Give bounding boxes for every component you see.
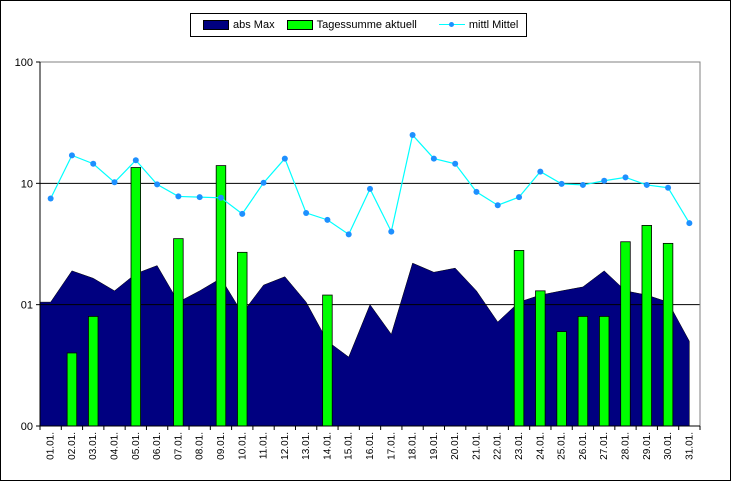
- bar-27.01.: [599, 316, 610, 427]
- x-tick-label-22.01.: 22.01.: [493, 432, 504, 460]
- x-tick-label-13.01.: 13.01.: [301, 432, 312, 460]
- legend-label-abs-max: abs Max: [233, 19, 275, 31]
- point-09.01.: [217, 194, 224, 201]
- point-27.01.: [601, 177, 608, 184]
- x-tick-label-19.01.: 19.01.: [429, 432, 440, 460]
- x-tick-label-05.01.: 05.01.: [131, 432, 142, 460]
- plot-area: 00 01 10 100 01.01. 02.01. 03.01. 04.01. 05.01. 0…: [15, 57, 701, 460]
- point-04.01.: [111, 179, 118, 186]
- point-14.01.: [324, 216, 331, 223]
- point-24.01.: [537, 168, 544, 175]
- point-16.01.: [367, 185, 373, 192]
- bar-24.01.: [535, 290, 546, 427]
- legend-swatch-bar: [286, 20, 313, 30]
- x-tick-label-28.01.: 28.01.: [620, 432, 631, 460]
- bar-26.01.: [577, 316, 589, 427]
- legend-item-abs-max: abs Max: [203, 19, 275, 31]
- bar-10.01.: [237, 251, 248, 427]
- point-10.01.: [239, 210, 246, 217]
- x-tick-label-29.01.: 29.01.: [642, 432, 653, 460]
- point-08.01.: [196, 194, 203, 201]
- x-tick-label-10.01.: 10.01.: [237, 432, 248, 460]
- x-tick-label-23.01.: 23.01.: [514, 432, 525, 460]
- point-06.01.: [154, 181, 161, 188]
- point-22.01.: [494, 202, 501, 209]
- x-tick-label-26.01.: 26.01.: [578, 432, 589, 460]
- x-tick-label-15.01.: 15.01.: [344, 432, 355, 460]
- x-tick-label-04.01.: 04.01.: [110, 432, 121, 460]
- bar-03.01.: [88, 316, 99, 427]
- bar-14.01.: [322, 294, 333, 427]
- point-18.01.: [409, 132, 416, 139]
- x-tick-label-18.01.: 18.01.: [408, 432, 419, 460]
- x-tick-label-30.01.: 30.01.: [663, 432, 674, 460]
- bar-09.01.: [215, 165, 227, 427]
- bar-30.01.: [662, 242, 674, 427]
- bar-05.01.: [130, 167, 141, 427]
- bar-25.01.: [556, 331, 567, 427]
- x-tick-label-12.01.: 12.01.: [280, 432, 291, 460]
- legend-label-mittl-mittel: mittl Mittel: [468, 19, 519, 31]
- point-31.01.: [686, 220, 693, 227]
- x-tick-label-14.01.: 14.01.: [322, 432, 333, 460]
- y-tick-label-3: 100: [15, 57, 33, 69]
- point-28.01.: [622, 174, 629, 181]
- legend-item-mittl-mittel: mittl Mittel: [438, 19, 519, 31]
- point-12.01.: [281, 155, 288, 162]
- point-26.01.: [579, 181, 586, 188]
- bar-02.01.: [66, 352, 78, 427]
- x-tick-label-24.01.: 24.01.: [535, 432, 546, 460]
- legend-item-tagessumme: Tagessumme aktuell: [286, 19, 417, 31]
- point-17.01.: [388, 228, 395, 235]
- x-tick-label-25.01.: 25.01.: [557, 432, 568, 460]
- bar-23.01.: [513, 250, 525, 427]
- x-tick-label-09.01.: 09.01.: [216, 432, 227, 460]
- bar-07.01.: [173, 238, 184, 427]
- bar-28.01.: [620, 241, 631, 427]
- x-tick-label-08.01.: 08.01.: [195, 432, 206, 460]
- point-07.01.: [175, 193, 182, 200]
- point-21.01.: [473, 188, 480, 195]
- point-01.01.: [47, 195, 54, 202]
- x-tick-label-17.01.: 17.01.: [386, 432, 397, 460]
- point-13.01.: [303, 209, 310, 216]
- point-05.01.: [132, 157, 139, 164]
- point-02.01.: [68, 152, 75, 159]
- legend-swatch-line: [438, 20, 465, 30]
- x-tick-label-11.01.: 11.01.: [259, 432, 270, 459]
- legend: abs Max Tagessumme aktuell mittl Mittel: [190, 13, 527, 37]
- y-tick-label-2: 10: [21, 178, 33, 190]
- legend-swatch-area: [203, 20, 229, 30]
- x-tick-label-01.01.: 01.01.: [46, 432, 57, 460]
- point-29.01.: [643, 181, 650, 188]
- x-tick-label-20.01.: 20.01.: [450, 432, 461, 460]
- point-25.01.: [558, 180, 565, 187]
- point-30.01.: [665, 184, 672, 191]
- x-tick-label-06.01.: 06.01.: [152, 432, 163, 460]
- y-tick-label-1: 01: [21, 300, 33, 312]
- bar-29.01.: [641, 225, 652, 427]
- x-tick-label-21.01.: 21.01.: [471, 432, 482, 460]
- y-tick-label-0: 00: [21, 421, 33, 433]
- point-03.01.: [90, 160, 97, 167]
- point-20.01.: [452, 160, 459, 167]
- x-tick-label-02.01.: 02.01.: [67, 432, 78, 460]
- point-19.01.: [430, 155, 437, 162]
- point-23.01.: [516, 194, 523, 201]
- point-11.01.: [260, 179, 267, 186]
- legend-label-tagessumme: Tagessumme aktuell: [316, 19, 417, 31]
- point-15.01.: [345, 231, 352, 238]
- x-tick-label-03.01.: 03.01.: [88, 432, 99, 460]
- x-tick-label-07.01.: 07.01.: [173, 432, 184, 460]
- x-tick-label-16.01.: 16.01.: [365, 432, 376, 460]
- x-tick-label-27.01.: 27.01.: [599, 432, 610, 460]
- x-tick-label-31.01.: 31.01.: [684, 432, 695, 460]
